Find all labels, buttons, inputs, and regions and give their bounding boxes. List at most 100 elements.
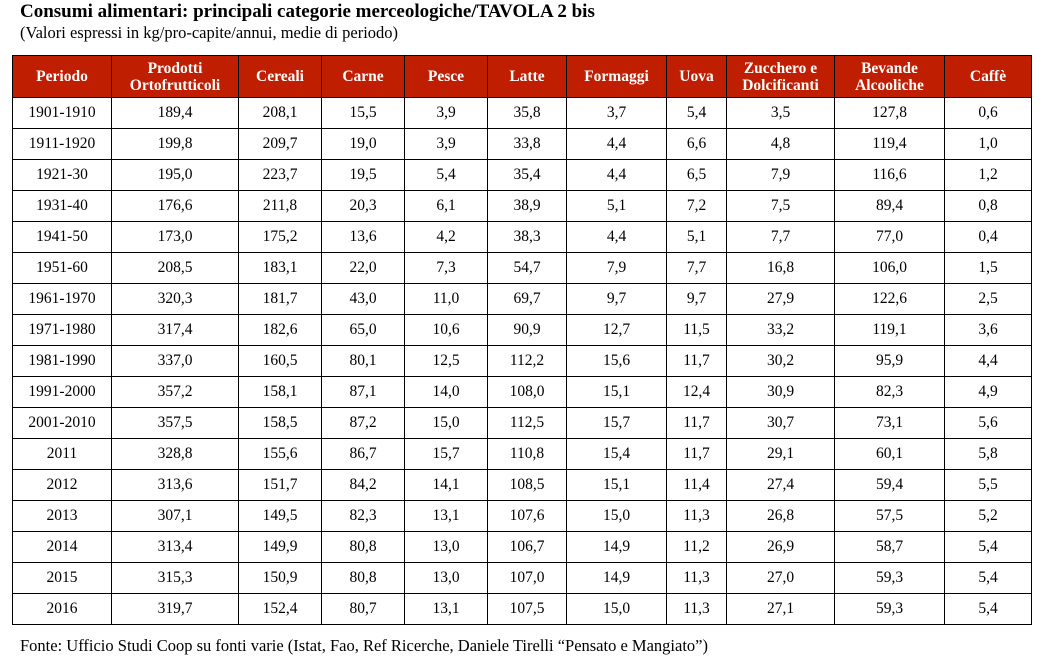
column-header: Zucchero e Dolcificanti (726, 55, 835, 98)
value-cell: 3,7 (566, 97, 667, 129)
value-cell: 9,7 (666, 283, 727, 315)
value-cell: 11,7 (666, 438, 727, 470)
table-row: 1931-40 176,6 211,8 20,3 6,1 38,9 5,1 7,2 7,5 89,… (12, 190, 1032, 222)
value-cell: 5,4 (944, 593, 1032, 625)
value-cell: 19,5 (321, 159, 405, 191)
value-cell: 1,0 (944, 128, 1032, 160)
value-cell: 189,4 (111, 97, 239, 129)
period-cell: 1991-2000 (12, 376, 112, 408)
value-cell: 73,1 (834, 407, 945, 439)
value-cell: 15,0 (566, 500, 667, 532)
value-cell: 11,3 (666, 593, 727, 625)
value-cell: 4,9 (944, 376, 1032, 408)
period-cell: 1981-1990 (12, 345, 112, 377)
value-cell: 112,5 (487, 407, 567, 439)
value-cell: 149,5 (238, 500, 322, 532)
value-cell: 90,9 (487, 314, 567, 346)
value-cell: 30,7 (726, 407, 835, 439)
value-cell: 106,7 (487, 531, 567, 563)
table-row: 1901-1910 189,4 208,1 15,5 3,9 35,8 3,7 5,4 3,5 1… (12, 97, 1032, 129)
table-row: 2013 307,1 149,5 82,3 13,1 107,6 15,0 11,3 26,8 5… (12, 500, 1032, 532)
value-cell: 106,0 (834, 252, 945, 284)
column-header-line1: Uova (679, 68, 714, 85)
value-cell: 6,5 (666, 159, 727, 191)
value-cell: 4,8 (726, 128, 835, 160)
value-cell: 89,4 (834, 190, 945, 222)
column-header-line1: Latte (509, 68, 545, 85)
value-cell: 3,5 (726, 97, 835, 129)
value-cell: 4,2 (404, 221, 488, 253)
value-cell: 5,6 (944, 407, 1032, 439)
value-cell: 7,9 (566, 252, 667, 284)
value-cell: 307,1 (111, 500, 239, 532)
value-cell: 320,3 (111, 283, 239, 315)
value-cell: 15,7 (404, 438, 488, 470)
period-cell: 1951-60 (12, 252, 112, 284)
value-cell: 328,8 (111, 438, 239, 470)
value-cell: 357,2 (111, 376, 239, 408)
table-row: 1921-30 195,0 223,7 19,5 5,4 35,4 4,4 6,5 7,9 116… (12, 159, 1032, 191)
value-cell: 57,5 (834, 500, 945, 532)
value-cell: 3,9 (404, 97, 488, 129)
value-cell: 158,1 (238, 376, 322, 408)
table-row: 2014 313,4 149,9 80,8 13,0 106,7 14,9 11,2 26,9 5… (12, 531, 1032, 563)
value-cell: 15,0 (404, 407, 488, 439)
value-cell: 0,8 (944, 190, 1032, 222)
value-cell: 122,6 (834, 283, 945, 315)
table-title: Consumi alimentari: principali categorie… (20, 1, 595, 22)
value-cell: 80,1 (321, 345, 405, 377)
value-cell: 211,8 (238, 190, 322, 222)
value-cell: 4,4 (566, 221, 667, 253)
value-cell: 3,6 (944, 314, 1032, 346)
value-cell: 65,0 (321, 314, 405, 346)
value-cell: 108,5 (487, 469, 567, 501)
value-cell: 33,8 (487, 128, 567, 160)
value-cell: 5,8 (944, 438, 1032, 470)
value-cell: 95,9 (834, 345, 945, 377)
value-cell: 7,5 (726, 190, 835, 222)
value-cell: 150,9 (238, 562, 322, 594)
table-row: 1951-60 208,5 183,1 22,0 7,3 54,7 7,9 7,7 16,8 10… (12, 252, 1032, 284)
value-cell: 1,2 (944, 159, 1032, 191)
period-cell: 2014 (12, 531, 112, 563)
value-cell: 155,6 (238, 438, 322, 470)
table-row: 2012 313,6 151,7 84,2 14,1 108,5 15,1 11,4 27,4 5… (12, 469, 1032, 501)
value-cell: 112,2 (487, 345, 567, 377)
value-cell: 4,4 (944, 345, 1032, 377)
value-cell: 7,7 (666, 252, 727, 284)
value-cell: 15,4 (566, 438, 667, 470)
value-cell: 15,7 (566, 407, 667, 439)
value-cell: 86,7 (321, 438, 405, 470)
consumption-table: Periodo Prodotti Ortofrutticoli Cereali Carn… (12, 55, 1032, 625)
value-cell: 151,7 (238, 469, 322, 501)
period-cell: 1931-40 (12, 190, 112, 222)
value-cell: 199,8 (111, 128, 239, 160)
value-cell: 107,0 (487, 562, 567, 594)
value-cell: 12,4 (666, 376, 727, 408)
value-cell: 84,2 (321, 469, 405, 501)
period-cell: 1971-1980 (12, 314, 112, 346)
value-cell: 9,7 (566, 283, 667, 315)
value-cell: 11,3 (666, 562, 727, 594)
value-cell: 1,5 (944, 252, 1032, 284)
value-cell: 82,3 (321, 500, 405, 532)
column-header-line2: Ortofrutticoli (129, 76, 221, 94)
value-cell: 12,7 (566, 314, 667, 346)
value-cell: 59,3 (834, 593, 945, 625)
value-cell: 0,6 (944, 97, 1032, 129)
value-cell: 27,4 (726, 469, 835, 501)
value-cell: 181,7 (238, 283, 322, 315)
value-cell: 152,4 (238, 593, 322, 625)
value-cell: 27,0 (726, 562, 835, 594)
column-header-line1: Zucchero e (743, 59, 818, 77)
value-cell: 27,9 (726, 283, 835, 315)
value-cell: 15,5 (321, 97, 405, 129)
table-body: 1901-1910 189,4 208,1 15,5 3,9 35,8 3,7 5,4 3,5 1… (12, 97, 1032, 625)
value-cell: 5,4 (944, 562, 1032, 594)
table-row: 2016 319,7 152,4 80,7 13,1 107,5 15,0 11,3 27,1 5… (12, 593, 1032, 625)
value-cell: 209,7 (238, 128, 322, 160)
value-cell: 58,7 (834, 531, 945, 563)
period-cell: 1941-50 (12, 221, 112, 253)
value-cell: 7,3 (404, 252, 488, 284)
value-cell: 87,2 (321, 407, 405, 439)
